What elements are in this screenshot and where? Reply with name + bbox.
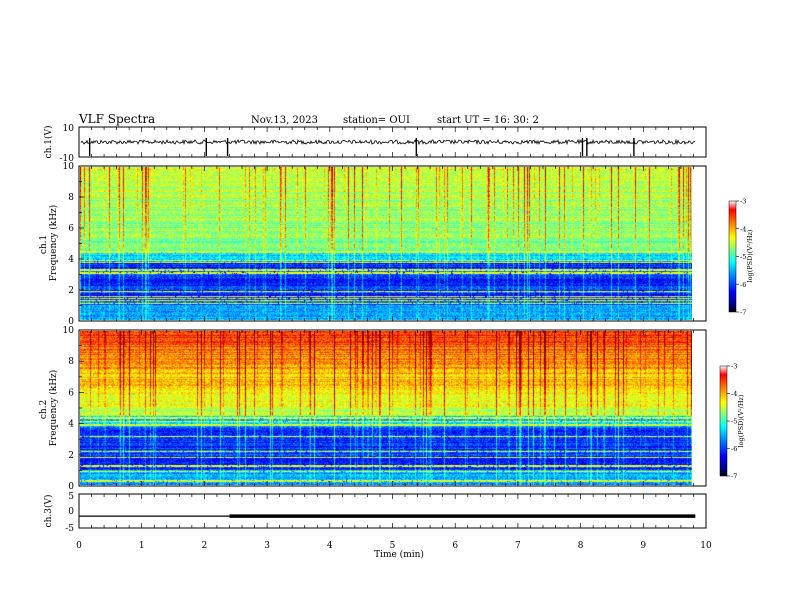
ch1-waveform-trace [80, 138, 696, 146]
x-tick-label: 5 [390, 541, 396, 551]
panel-ch1-spectrogram: 0 2 4 6 8 10 ch.1 Frequency (kHz) [39, 162, 754, 327]
ch2-spec-ylabel-line1: ch.2 [39, 400, 49, 419]
figure-title: VLF Spectra [78, 112, 155, 126]
ch1-colorbar: -3 -4 -5 -6 -7 log(PSD)(V²/Hz) [728, 198, 754, 317]
ch1-colorbar-label: log(PSD)(V²/Hz) [746, 229, 754, 282]
x-tick-labels: 0 1 2 3 4 5 6 7 8 9 10 [76, 541, 712, 551]
header-station: station= OUI [343, 115, 410, 126]
spec-ytick-label: 8 [68, 357, 74, 367]
ch2-colorbar-gradient [719, 365, 728, 477]
colorbar-tick-label: -4 [731, 390, 737, 398]
ch2-spec-ylabel: ch.2 Frequency (kHz) [39, 370, 59, 447]
ch1-spectrogram-canvas-wrap [80, 167, 692, 320]
colorbar-tick-label: -7 [731, 473, 737, 481]
x-tick-label: 0 [76, 541, 82, 551]
ch1-spec-ylabel: ch.1 Frequency (kHz) [39, 205, 59, 282]
colorbar-tick-label: -3 [731, 363, 737, 371]
ch3-minor-ticks [78, 494, 707, 528]
spec-ytick-label: 4 [68, 255, 74, 265]
spec-ytick-label: 2 [68, 286, 74, 296]
ch2-spec-yticks: 0 2 4 6 8 10 [63, 326, 84, 492]
x-tick-label: 6 [452, 541, 458, 551]
panel-ch2-spectrogram: 0 2 4 6 8 10 ch.2 Frequency (kHz) -3 -4 -5 -6 -7 … [39, 326, 745, 492]
ch3-ytick-top: 5 [68, 492, 74, 502]
spec-ytick-label: 4 [68, 420, 74, 430]
colorbar-tick-label: -6 [740, 281, 746, 289]
ch1-ytick-bottom: -10 [60, 154, 75, 164]
colorbar-tick-label: -3 [740, 198, 746, 206]
x-tick-label: 2 [202, 541, 208, 551]
spec-ytick-label: 10 [63, 162, 75, 172]
ch1-colorbar-gradient [728, 200, 737, 313]
ch3-frame [78, 493, 707, 529]
x-axis-label: Time (min) [374, 549, 424, 560]
x-tick-label: 7 [515, 541, 521, 551]
spec-ytick-label: 0 [68, 317, 74, 327]
ch2-spec-minor-ticks [78, 330, 707, 486]
x-tick-label: 3 [264, 541, 270, 551]
x-tick-label: 4 [327, 541, 333, 551]
ch2-spectrogram-image [80, 331, 692, 485]
x-tick-label: 8 [578, 541, 584, 551]
ch1-minor-ticks [78, 127, 707, 157]
ch1-spec-yticks: 0 2 4 6 8 10 [63, 162, 84, 327]
ch2-colorbar: -3 -4 -5 -6 -7 log(PSD)(V²/Hz) [719, 363, 745, 481]
colorbar-tick-label: -6 [731, 445, 737, 453]
header-start-time: start UT = 16: 30: 2 [437, 115, 539, 126]
ch3-ytick-bottom: -5 [65, 524, 74, 534]
ch1-spectrogram-image [80, 167, 692, 320]
spec-ytick-label: 0 [68, 482, 74, 492]
ch2-spectrogram-canvas-wrap [80, 331, 692, 485]
spec-ytick-label: 6 [68, 388, 74, 398]
spec-ytick-label: 10 [63, 326, 75, 336]
panel-ch1-waveform: 10 -10 ch.1(V) [43, 124, 707, 164]
colorbar-tick-label: -7 [740, 309, 746, 317]
x-tick-label: 10 [700, 541, 712, 551]
ch3-ytick-mid: 0 [68, 507, 74, 517]
ch1-ylabel: ch.1(V) [43, 126, 54, 159]
x-tick-label: 9 [640, 541, 646, 551]
colorbar-tick-label: -5 [740, 253, 746, 261]
ch2-colorbar-label: log(PSD)(V²/Hz) [737, 394, 745, 447]
ch1-colorbar-ticks: -3 -4 -5 -6 -7 [736, 198, 746, 317]
ch1-ytick-top: 10 [63, 124, 75, 134]
ch2-spec-ylabel-line2: Frequency (kHz) [48, 370, 59, 447]
ch1-spec-minor-ticks [78, 166, 707, 321]
panel-ch3-level: 5 0 -5 ch.3(V) [43, 492, 707, 534]
ch1-spec-ylabel-line1: ch.1 [39, 235, 49, 254]
header-date: Nov.13, 2023 [251, 115, 318, 126]
spec-ytick-label: 2 [68, 451, 74, 461]
ch1-spec-ylabel-line2: Frequency (kHz) [48, 205, 59, 282]
spec-ytick-label: 8 [68, 193, 74, 203]
x-tick-label: 1 [139, 541, 145, 551]
colorbar-tick-label: -4 [740, 225, 746, 233]
ch2-colorbar-ticks: -3 -4 -5 -6 -7 [727, 363, 737, 481]
colorbar-tick-label: -5 [731, 418, 737, 426]
spec-ytick-label: 6 [68, 224, 74, 234]
ch3-ylabel: ch.3(V) [43, 495, 54, 528]
